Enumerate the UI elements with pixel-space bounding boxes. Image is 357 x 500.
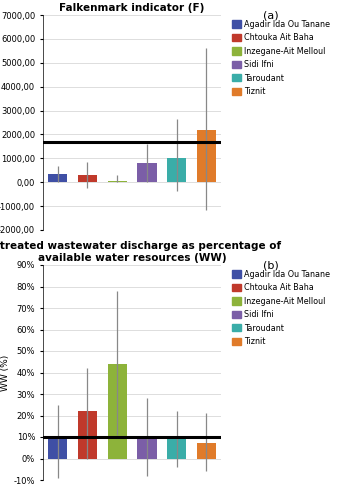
Legend: Agadir Ida Ou Tanane, Chtouka Ait Baha, Inzegane-Ait Melloul, Sidi Ifni, Tarouda: Agadir Ida Ou Tanane, Chtouka Ait Baha, …: [231, 269, 331, 347]
Bar: [48, 174, 67, 182]
Bar: [78, 175, 97, 182]
Legend: Agadir Ida Ou Tanane, Chtouka Ait Baha, Inzegane-Ait Melloul, Sidi Ifni, Tarouda: Agadir Ida Ou Tanane, Chtouka Ait Baha, …: [231, 19, 331, 97]
Bar: [197, 444, 216, 458]
Bar: [137, 437, 157, 458]
Text: (b): (b): [263, 260, 278, 270]
Bar: [78, 411, 97, 459]
Title: Falkenmark indicator (F): Falkenmark indicator (F): [59, 3, 205, 13]
Bar: [48, 439, 67, 458]
Bar: [137, 163, 157, 182]
Bar: [167, 439, 186, 458]
Bar: [167, 158, 186, 182]
Bar: [107, 181, 127, 182]
Bar: [107, 364, 127, 458]
Y-axis label: WW (%): WW (%): [0, 354, 10, 390]
Title: Untreated wastewater discharge as percentage of
available water resources (WW): Untreated wastewater discharge as percen…: [0, 241, 281, 263]
Text: (a): (a): [263, 10, 278, 20]
Bar: [197, 130, 216, 182]
